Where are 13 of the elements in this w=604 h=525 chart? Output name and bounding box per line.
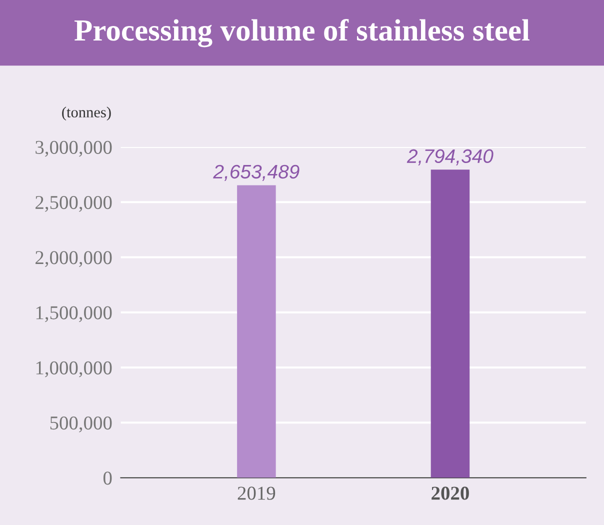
y-tick-label: 3,000,000	[36, 140, 112, 157]
y-tick-label: 2,500,000	[36, 196, 112, 212]
data-label: 2,653,489	[213, 164, 300, 181]
x-tick-label: 2020	[432, 486, 469, 500]
chart-title: Processing volume of stainless steel	[74, 18, 530, 48]
y-axis-title: (tonnes)	[62, 106, 111, 121]
y-tick-label: 1,000,000	[36, 361, 112, 378]
y-tick-label: 2,000,000	[36, 251, 112, 267]
y-tick-label: 0	[103, 472, 112, 485]
y-tick-label: 1,500,000	[36, 306, 112, 322]
data-label: 2,794,340	[406, 149, 494, 166]
x-tick-label: 2019	[238, 486, 276, 500]
y-tick-label: 500,000	[50, 416, 112, 432]
